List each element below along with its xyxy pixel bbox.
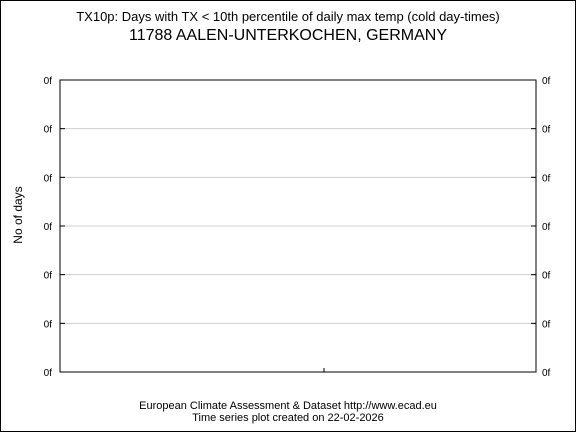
- y-tick-label-left: 0f: [44, 125, 53, 136]
- y-tick-label-right: 0f: [542, 125, 551, 136]
- footer-source: European Climate Assessment & Dataset ht…: [139, 400, 437, 412]
- y-tick-label-right: 0f: [542, 271, 551, 282]
- y-tick-label-right: 0f: [542, 76, 551, 87]
- y-tick-label-left: 0f: [44, 76, 53, 87]
- footer-created-date: Time series plot created on 22-02-2026: [192, 412, 384, 424]
- y-tick-label-right: 0f: [542, 368, 551, 379]
- y-tick-label-left: 0f: [44, 222, 53, 233]
- chart-subtitle: 11788 AALEN-UNTERKOCHEN, GERMANY: [128, 27, 447, 44]
- y-tick-label-left: 0f: [44, 173, 53, 184]
- y-tick-label-left: 0f: [44, 271, 53, 282]
- chart-title: TX10p: Days with TX < 10th percentile of…: [76, 9, 500, 24]
- y-tick-label-left: 0f: [44, 319, 53, 330]
- y-tick-label-left: 0f: [44, 368, 53, 379]
- y-tick-label-right: 0f: [542, 319, 551, 330]
- y-tick-label-right: 0f: [542, 222, 551, 233]
- y-tick-label-right: 0f: [542, 173, 551, 184]
